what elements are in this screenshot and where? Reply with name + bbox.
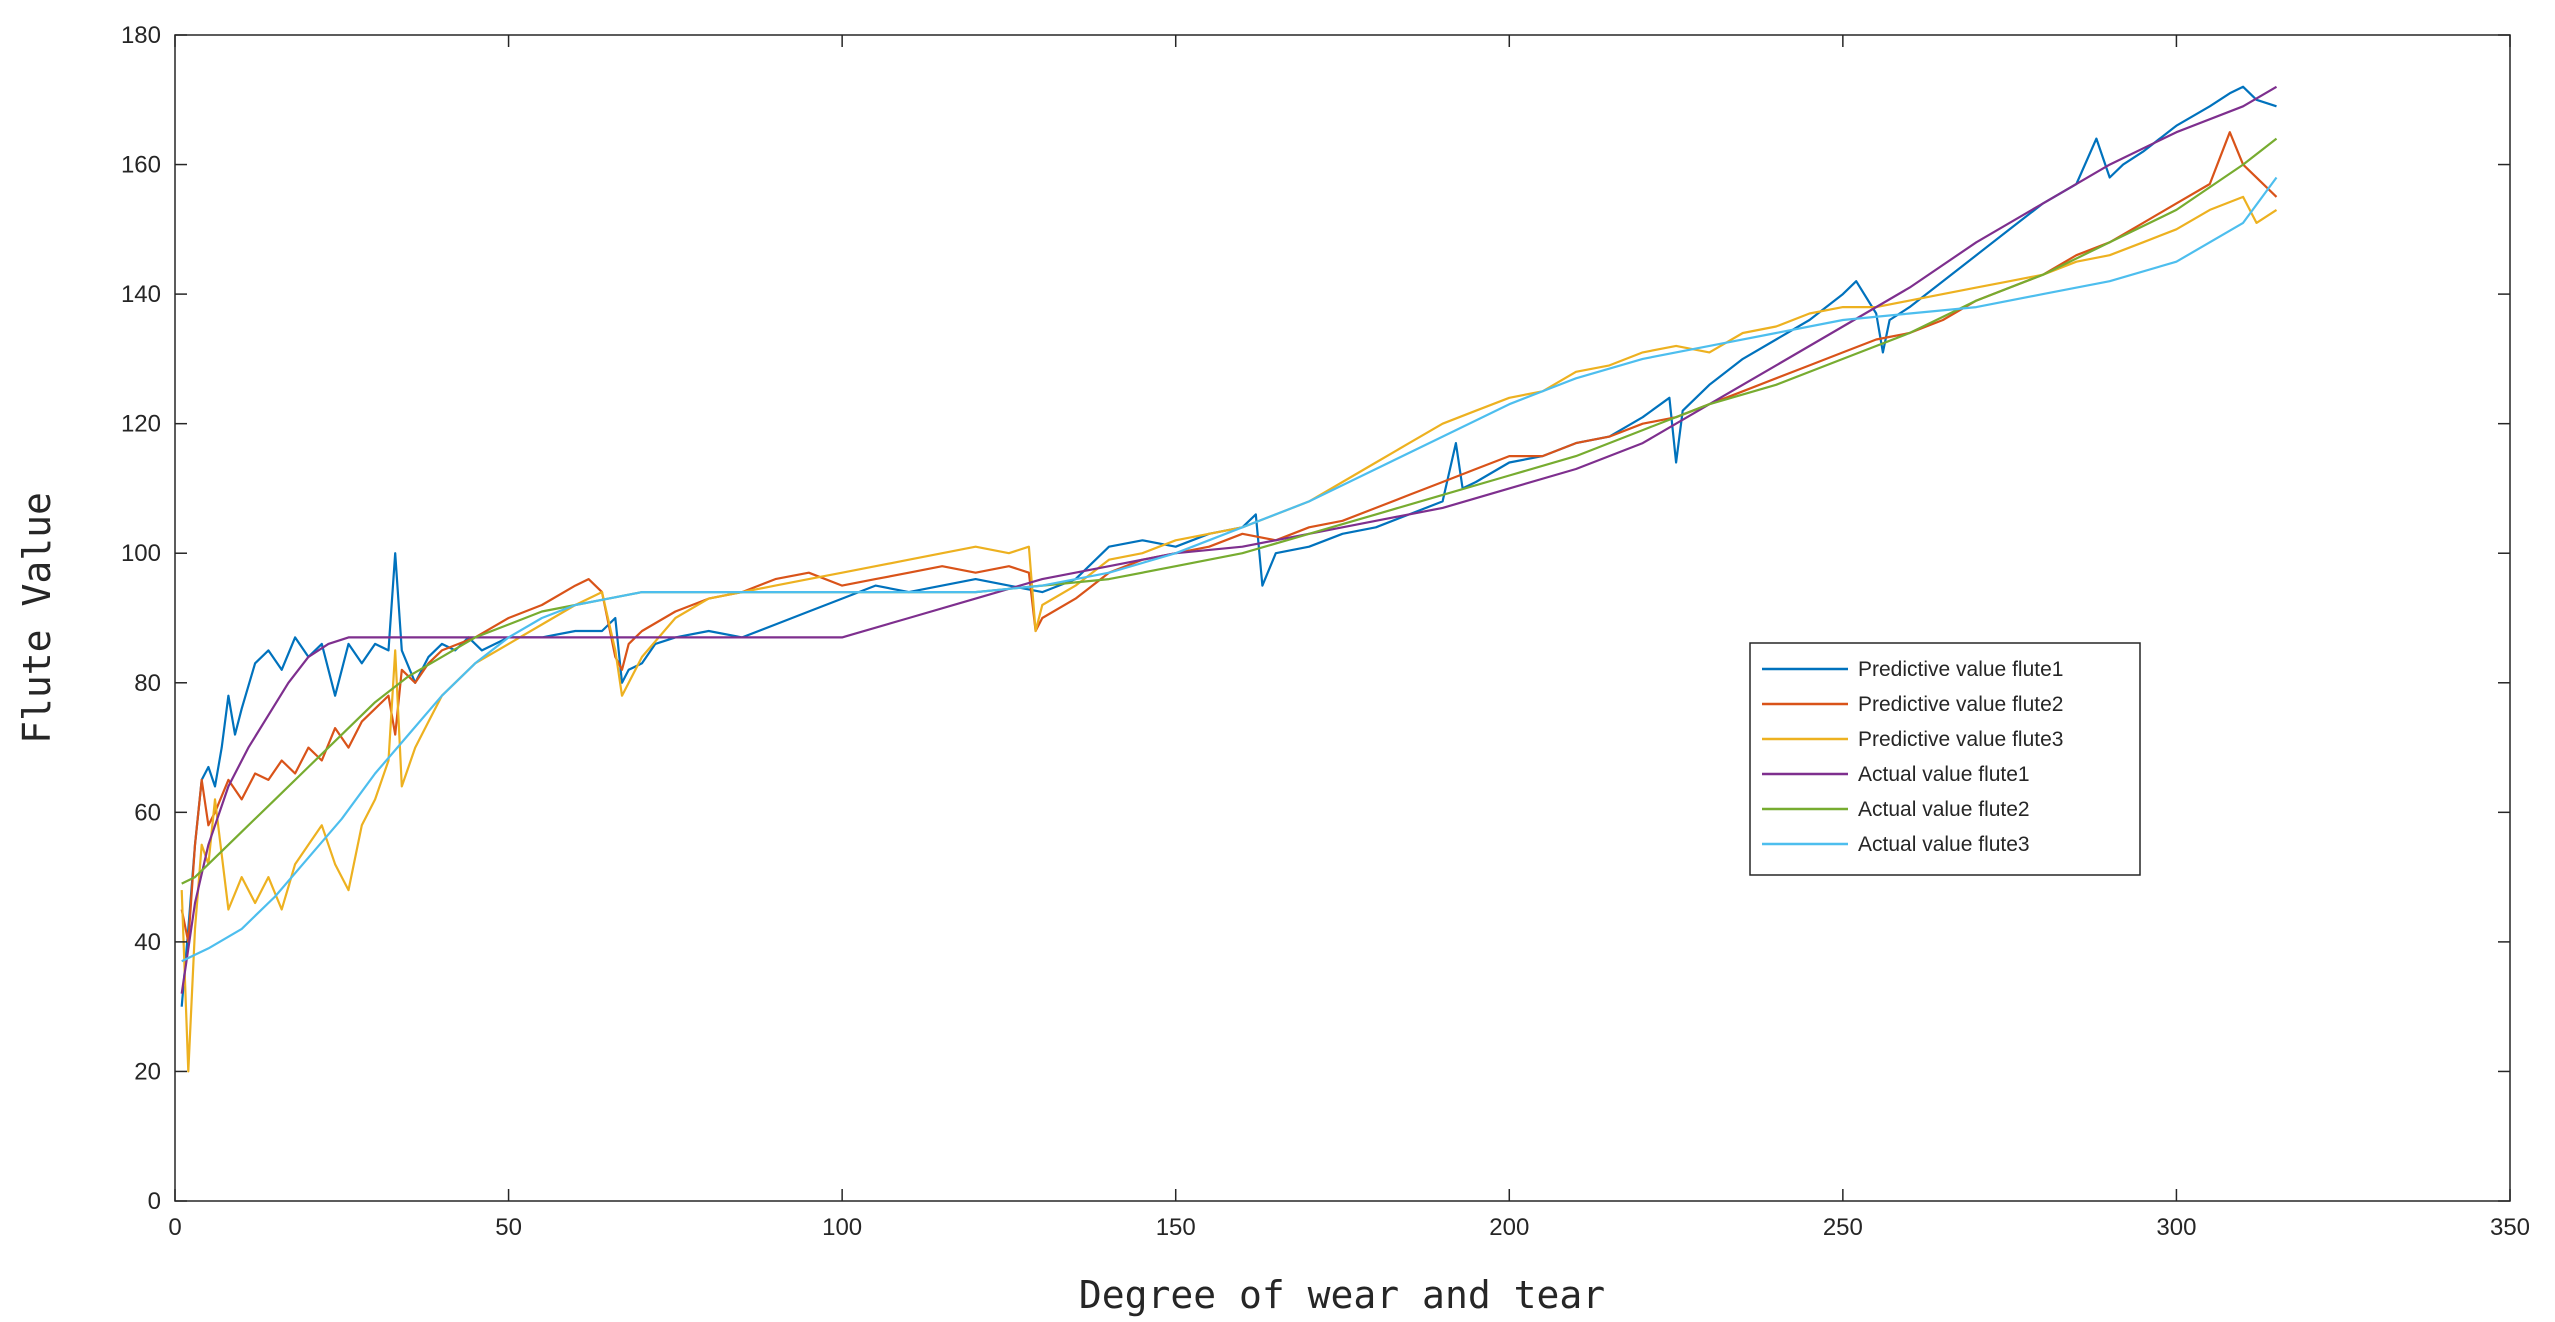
x-tick-label: 100 [822,1214,862,1241]
x-tick-label: 0 [168,1214,181,1241]
legend-label-4: Actual value flute1 [1858,763,2030,786]
series-line-3 [180,195,2278,1073]
legend-label-6: Actual value flute3 [1858,833,2030,856]
legend-label-1: Predictive value flute1 [1858,658,2063,681]
y-tick-label: 100 [121,540,161,567]
y-tick-label: 0 [148,1188,161,1215]
y-tick-label: 60 [134,799,161,826]
plot-background [175,35,2510,1201]
ticks-layer: 0 50 100 150 200 250 300 350 0 20 40 60 80 100 120 140 1… [121,22,2530,1241]
x-tick-label: 300 [2156,1214,2196,1241]
y-tick-label: 40 [134,929,161,956]
x-axis-title: Degree of wear and tear [1079,1273,1605,1317]
y-tick-label: 180 [121,22,161,49]
series-line-6 [181,176,2278,963]
legend-label-5: Actual value flute2 [1858,798,2030,821]
y-tick-label: 20 [134,1058,161,1085]
series-layer [180,85,2278,1073]
x-tick-label: 50 [495,1214,522,1241]
y-tick-label: 140 [121,281,161,308]
y-tick-label: 80 [134,670,161,697]
x-tick-label: 250 [1823,1214,1863,1241]
legend-label-3: Predictive value flute3 [1858,728,2063,751]
x-tick-label: 350 [2490,1214,2530,1241]
legend: Predictive value flute1 Predictive value … [1749,642,2141,876]
plot-frame [174,34,2511,1202]
legend-label-2: Predictive value flute2 [1858,693,2063,716]
y-axis-title: Flute Value [15,492,59,744]
y-tick-label: 120 [121,411,161,438]
legend-box [1749,642,2141,876]
x-tick-label: 150 [1156,1214,1196,1241]
x-tick-label: 200 [1489,1214,1529,1241]
y-tick-label: 160 [121,152,161,179]
series-line-2 [180,131,2278,944]
